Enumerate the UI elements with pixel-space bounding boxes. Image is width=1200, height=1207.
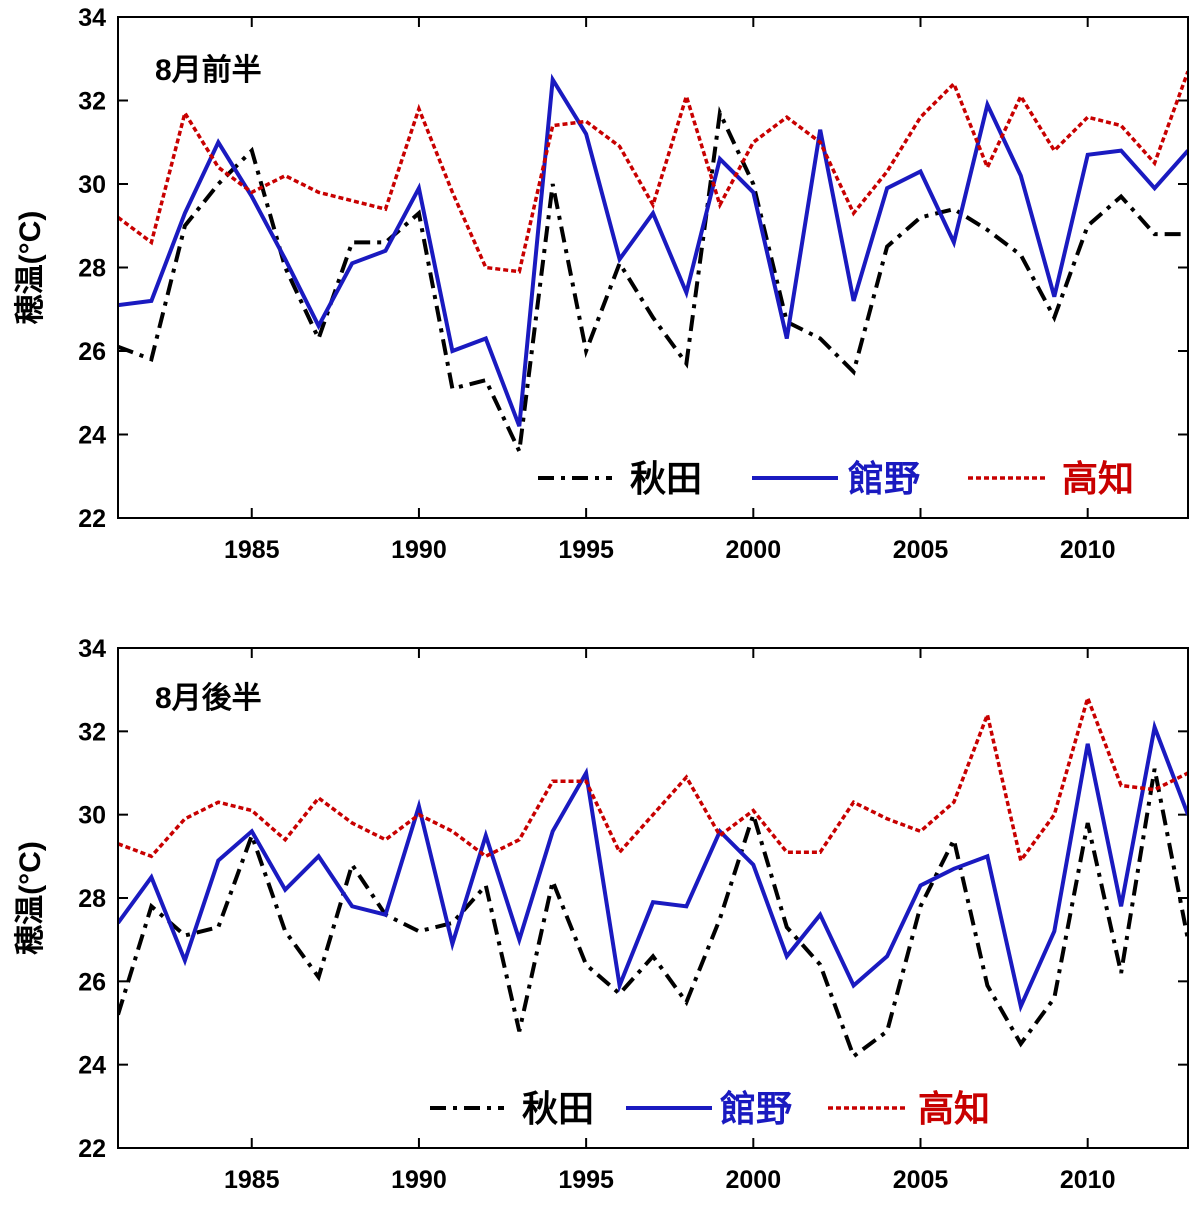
x-tick-label: 1990 — [391, 1166, 447, 1194]
chart-panel-2: 22 24 26 28 30 32 34 1985 1990 1995 2000 2005 2010 8月… — [14, 635, 1189, 1194]
x-tick-label: 2010 — [1060, 536, 1116, 564]
y-tick-label: 34 — [78, 635, 106, 663]
y-axis-label: 穂温(°C) — [14, 841, 47, 955]
y-axis-label: 穂温(°C) — [14, 211, 47, 325]
y-tick-label: 30 — [78, 802, 106, 830]
y-tick-label: 32 — [78, 718, 106, 746]
legend-label-館野: 館野 — [848, 458, 920, 499]
series-line-秋田 — [118, 106, 1188, 459]
x-tick-label: 2005 — [893, 1166, 949, 1194]
legend-label-秋田: 秋田 — [522, 1088, 594, 1129]
series-line-秋田 — [118, 768, 1188, 1060]
y-tick-label: 24 — [78, 1052, 106, 1080]
y-tick-label: 34 — [78, 4, 106, 32]
chart-panel-1: 22 24 26 28 30 32 34 1985 1990 1995 2000 2005 2010 8月… — [14, 4, 1189, 564]
legend-label-秋田: 秋田 — [630, 458, 702, 499]
x-tick-label: 1985 — [224, 536, 280, 564]
panel-title: 8月前半 — [155, 54, 262, 87]
legend-label-高知: 高知 — [918, 1088, 990, 1129]
x-tick-label: 1990 — [391, 536, 447, 564]
y-tick-label: 32 — [78, 88, 106, 116]
y-tick-label: 22 — [78, 505, 106, 533]
legend-label-高知: 高知 — [1062, 458, 1134, 499]
plot-frame — [117, 16, 1189, 519]
y-tick-label: 22 — [78, 1135, 106, 1163]
x-tick-label: 2000 — [726, 1166, 782, 1194]
series-line-館野 — [118, 73, 1188, 427]
x-tick-label: 2000 — [726, 536, 782, 564]
x-tick-label: 2005 — [893, 536, 949, 564]
y-tick-label: 28 — [78, 885, 106, 913]
y-tick-label: 30 — [78, 171, 106, 199]
legend-label-館野: 館野 — [720, 1088, 792, 1129]
series-line-館野 — [118, 719, 1188, 1013]
x-tick-label: 1985 — [224, 1166, 280, 1194]
x-tick-label: 1995 — [558, 536, 614, 564]
plot-frame — [117, 647, 1189, 1149]
y-tick-label: 26 — [78, 968, 106, 996]
panel-title: 8月後半 — [155, 682, 262, 715]
series-line-高知 — [118, 70, 1188, 274]
series-line-高知 — [118, 692, 1188, 865]
y-tick-label: 28 — [78, 255, 106, 283]
y-tick-label: 24 — [78, 422, 106, 450]
x-tick-label: 1995 — [558, 1166, 614, 1194]
x-tick-label: 2010 — [1060, 1166, 1116, 1194]
y-tick-label: 26 — [78, 338, 106, 366]
